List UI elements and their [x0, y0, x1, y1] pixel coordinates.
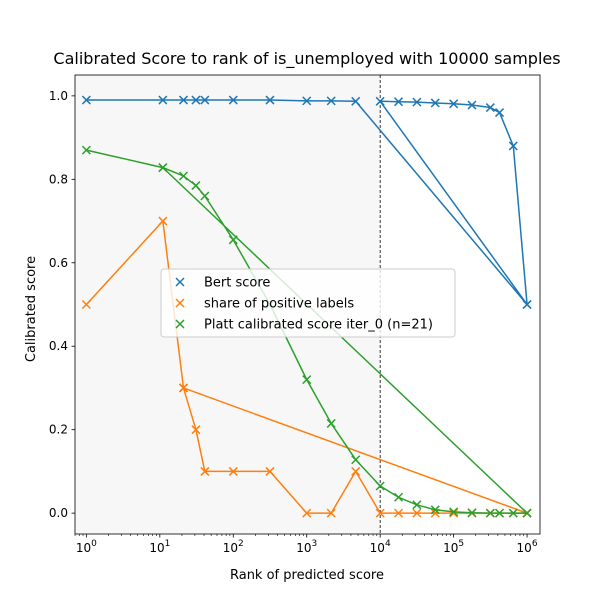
series-3-point-21 [158, 163, 168, 173]
series-2-point-13 [412, 508, 422, 518]
series-3-point-13 [412, 500, 422, 510]
series-3-point-3 [178, 171, 189, 181]
x-tick-label: 105 [443, 539, 464, 555]
series-3-point-9 [326, 418, 336, 428]
series-2-point-9 [326, 508, 336, 518]
legend-marker-2 [175, 298, 185, 308]
series-1-point-19 [494, 108, 505, 118]
legend-box [160, 268, 456, 338]
series-1-point-4 [191, 95, 201, 105]
series-3-point-11 [375, 481, 385, 491]
series-2-point-5 [200, 466, 210, 476]
x-tick-label: 100 [76, 539, 97, 555]
series-2-point-11 [375, 508, 385, 518]
series-1-point-16 [449, 99, 459, 109]
series-1-point-21 [522, 299, 532, 310]
series-layer [81, 95, 532, 518]
series-2-point-21 [178, 383, 189, 393]
y-tick-label: 0.2 [49, 423, 68, 437]
series-1-point-1 [81, 95, 91, 105]
x-tick-label: 101 [149, 539, 170, 555]
series-3-point-10 [351, 455, 361, 465]
series-1-point-5 [200, 95, 210, 105]
series-1-point-18 [485, 103, 495, 113]
series-1-point-8 [302, 96, 312, 106]
y-tick-label: 1.0 [49, 89, 68, 103]
y-tick-label: 0.6 [49, 256, 68, 270]
series-3-point-19 [508, 508, 518, 518]
series-1-point-15 [430, 98, 440, 108]
series-1-point-13 [394, 97, 404, 107]
x-tick-label: 103 [296, 539, 317, 555]
legend-label-3: Platt calibrated score iter_0 (n=21) [204, 318, 433, 333]
series-3-point-16 [467, 508, 477, 518]
series-1-point-9 [326, 96, 336, 106]
series-2-point-8 [302, 508, 312, 518]
series-2-point-4 [191, 425, 201, 435]
axes-frame [74, 74, 541, 535]
series-3-point-6 [228, 235, 238, 245]
series-1-point-17 [467, 100, 477, 110]
series-1-point-2 [158, 95, 168, 105]
legend-label-1: Bert score [204, 276, 270, 291]
y-axis-label: Calibrated score [24, 256, 39, 362]
series-2-point-12 [394, 508, 404, 518]
series-3-point-17 [485, 508, 495, 518]
chart-title: Calibrated Score to rank of is_unemploye… [53, 49, 560, 69]
series-1-point-7 [265, 95, 275, 105]
series-1-point-10 [351, 96, 361, 106]
series-2-point-6 [228, 466, 238, 476]
series-1-point-3 [178, 95, 189, 105]
x-tick-label: 106 [517, 539, 538, 555]
series-2-point-2 [158, 216, 168, 226]
y-tick-label: 0.0 [49, 506, 68, 520]
series-2-point-7 [265, 466, 275, 476]
series-3-point-14 [430, 505, 440, 515]
series-line-3 [86, 149, 528, 514]
series-2-point-15 [449, 508, 459, 518]
series-3-point-1 [81, 145, 91, 155]
series-3-point-12 [394, 492, 404, 502]
legend-marker-3 [175, 319, 185, 329]
series-3-point-8 [302, 375, 312, 385]
series-2-point-10 [351, 466, 361, 476]
legend-marker-1 [175, 277, 185, 287]
series-2-point-1 [81, 299, 91, 310]
legend-label-2: share of positive labels [204, 297, 354, 312]
series-3-point-22 [522, 508, 532, 518]
series-3-point-15 [449, 507, 459, 517]
series-1-point-20 [508, 141, 518, 151]
series-3-point-18 [494, 508, 505, 518]
series-1-point-12 [375, 96, 385, 106]
x-tick-label: 104 [370, 539, 391, 555]
x-axis-label: Rank of predicted score [230, 568, 384, 583]
series-1-point-6 [228, 95, 238, 105]
y-tick-label: 0.8 [49, 172, 68, 186]
y-tick-label: 0.4 [49, 339, 68, 353]
series-3-point-4 [191, 181, 201, 191]
legend: Bert score share of positive labels Platt … [160, 268, 456, 338]
series-1-point-14 [412, 97, 422, 107]
x-tick-label: 102 [223, 539, 244, 555]
series-3-point-5 [200, 191, 210, 201]
